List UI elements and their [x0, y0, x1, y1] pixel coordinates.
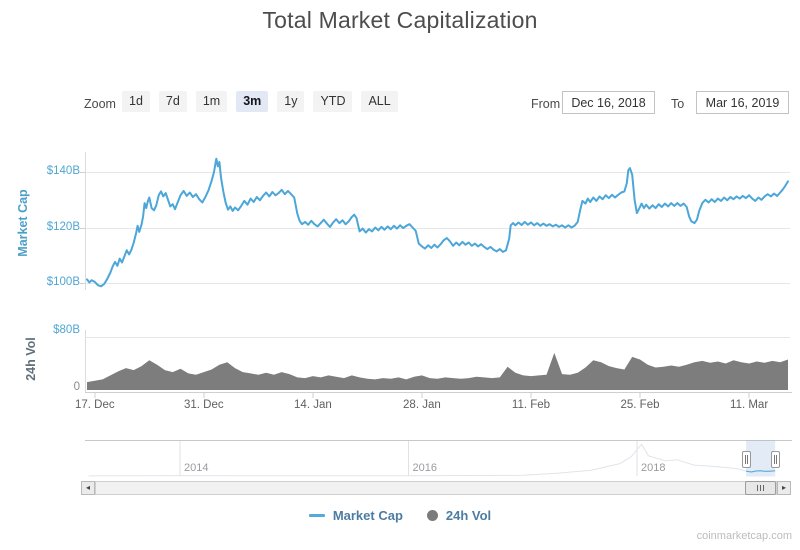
xaxis-label: 25. Feb	[620, 399, 660, 411]
plot-area[interactable]	[85, 150, 790, 392]
ytick-label-0: 0	[73, 381, 80, 393]
zoom-label: Zoom	[84, 97, 116, 111]
zoom-range-button[interactable]: 1y	[277, 91, 305, 112]
xaxis-label: 11. Feb	[511, 399, 551, 411]
xaxis-label: 28. Jan	[403, 399, 441, 411]
legend: Market Cap 24h Vol	[0, 508, 800, 523]
navigator-series-line-selected	[746, 470, 776, 473]
navigator-year-labels: 2014 2016 2018	[0, 462, 800, 476]
scrollbar-track[interactable]	[95, 481, 777, 495]
xaxis-labels: 17. Dec 31. Dec 14. Jan 28. Jan 11. Feb …	[0, 399, 800, 415]
legend-item-vol[interactable]: 24h Vol	[426, 508, 492, 523]
zoom-range-button[interactable]: 7d	[158, 91, 187, 112]
volume-dot-icon	[426, 510, 438, 521]
ytick-label-100b: $100B	[46, 276, 80, 288]
navigator-gridlines	[179, 441, 638, 476]
navigator-handle-right[interactable]	[771, 451, 780, 468]
zoom-range-button[interactable]: ALL	[361, 91, 398, 112]
page-title: Total Market Capitalization	[262, 7, 538, 33]
from-label: From	[531, 97, 561, 111]
xaxis-label: 11. Mar	[730, 399, 769, 411]
ytick-label-140b: $140B	[46, 165, 80, 177]
scrollbar-left-arrow-icon[interactable]: ◂	[81, 481, 95, 495]
zoom-range-button[interactable]: YTD	[313, 91, 353, 112]
navigator-handle-left[interactable]	[742, 451, 751, 468]
navigator-year-label: 2014	[184, 462, 209, 474]
legend-label-marketcap: Market Cap	[332, 508, 403, 523]
scrollbar-thumb[interactable]	[745, 481, 776, 495]
watermark: coinmarketcap.com	[696, 530, 792, 542]
zoom-range-button[interactable]: 3m	[236, 91, 269, 112]
xaxis-label: 17. Dec	[74, 399, 115, 411]
to-date-input[interactable]	[696, 91, 789, 114]
legend-item-marketcap[interactable]: Market Cap	[308, 508, 403, 523]
ytick-label-120b: $120B	[46, 221, 80, 233]
marketcap-line-icon	[308, 514, 325, 517]
ytick-label-80b: $80B	[53, 324, 80, 336]
marketcap-line-series	[86, 157, 789, 288]
zoom-range-button[interactable]: 1d	[122, 91, 150, 112]
xaxis-label: 14. Jan	[294, 399, 332, 411]
volume-axis-title: 24h Vol	[24, 337, 38, 381]
xaxis-label: 31. Dec	[183, 399, 224, 411]
zoom-button-group: 1d 7d 1m 3m 1y YTD ALL	[122, 91, 398, 112]
navigator-year-label: 2018	[641, 462, 666, 474]
navigator-year-label: 2016	[412, 462, 437, 474]
scrollbar-right-arrow-icon[interactable]: ▸	[777, 481, 791, 495]
to-label: To	[671, 97, 685, 111]
zoom-range-button[interactable]: 1m	[195, 91, 228, 112]
xaxis-ticks	[94, 392, 750, 398]
legend-label-vol: 24h Vol	[445, 508, 492, 523]
from-date-input[interactable]	[562, 91, 655, 114]
volume-area-series	[87, 352, 788, 390]
